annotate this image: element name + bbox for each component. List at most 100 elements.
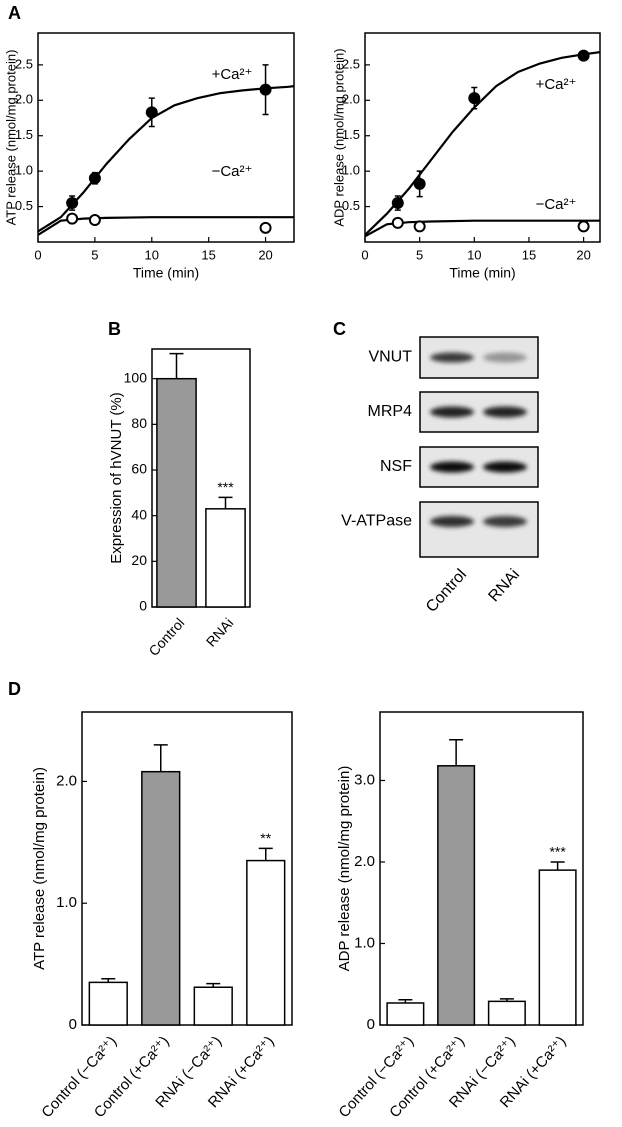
data-point [88, 172, 101, 185]
x-tick-label: 10 [145, 247, 159, 262]
blot-band [430, 516, 474, 527]
blot-row-label: VNUT [368, 349, 412, 366]
blot-row-label: NSF [380, 458, 412, 475]
y-tick-label: 2.0 [342, 92, 360, 107]
y-tick-label: 3.0 [354, 771, 375, 788]
x-axis-label: Time (min) [449, 265, 515, 281]
y-tick-label: 2.5 [342, 56, 360, 71]
panel-letter: C [333, 319, 346, 339]
x-tick-label: 15 [201, 247, 215, 262]
fit-curve [364, 219, 600, 238]
bar [193, 986, 233, 1026]
y-axis-label: ATP release (nmol/mg protein) [3, 50, 18, 226]
x-tick-label: 0 [361, 247, 368, 262]
y-tick-label: 60 [131, 461, 147, 477]
data-point [145, 106, 158, 119]
error-bar [258, 847, 273, 861]
blot-lane-label: RNAi [485, 566, 523, 605]
panel-letter: B [108, 319, 121, 339]
blot-band [483, 461, 527, 473]
error-bar [449, 738, 464, 766]
x-tick-label: 20 [576, 247, 590, 262]
bar [487, 1000, 526, 1026]
series-label: −Ca²⁺ [212, 163, 253, 180]
y-tick-label: 80 [131, 415, 147, 431]
panel-letter: A [8, 3, 21, 23]
y-tick-label: 1.0 [354, 934, 375, 951]
bar [246, 859, 286, 1026]
fit-curve [37, 85, 295, 233]
y-tick-label: 1.5 [15, 127, 33, 142]
error-bar [218, 496, 233, 509]
y-tick-label: 20 [131, 552, 147, 568]
x-tick-label: 0 [34, 247, 41, 262]
bar [205, 508, 246, 608]
data-point [391, 216, 404, 229]
plot-frame [151, 348, 251, 608]
fit-curve [37, 216, 294, 236]
y-tick-label: 2.0 [15, 92, 33, 107]
y-tick-label: 0 [69, 1016, 77, 1033]
bar [386, 1002, 425, 1026]
y-tick-label: 0.5 [342, 198, 360, 213]
error-bar [153, 744, 168, 772]
data-point [66, 212, 79, 225]
data-point [413, 220, 426, 233]
data-point [259, 221, 272, 234]
x-tick-label: 10 [467, 247, 481, 262]
fit-curve [364, 51, 601, 236]
y-axis-label: ADP release (nmol/mg protein) [336, 766, 353, 972]
bar [538, 869, 577, 1026]
bar [156, 377, 197, 608]
error-bar [550, 861, 565, 871]
y-tick-label: 1.0 [56, 894, 77, 911]
bar [88, 981, 128, 1026]
y-tick-label: 1.0 [15, 163, 33, 178]
y-tick-label: 0.5 [15, 198, 33, 213]
x-tick-label: Control [145, 615, 187, 659]
y-tick-label: 0 [139, 598, 147, 614]
series-label: +Ca²⁺ [212, 66, 253, 83]
significance-label: *** [217, 479, 234, 495]
blot-band [430, 406, 474, 418]
data-point [413, 177, 426, 190]
data-point [577, 220, 590, 233]
x-tick-label: 5 [416, 247, 423, 262]
plot-frame [37, 32, 295, 243]
data-point [577, 49, 590, 62]
series-label: +Ca²⁺ [536, 76, 577, 93]
blot-box [419, 501, 539, 558]
series-label: −Ca²⁺ [536, 196, 577, 213]
bar [437, 765, 476, 1026]
y-tick-label: 2.0 [354, 853, 375, 870]
data-point [66, 197, 79, 210]
plot-frame [364, 32, 601, 243]
blot-band [483, 516, 527, 527]
significance-label: *** [549, 844, 566, 860]
blot-band [483, 406, 527, 418]
y-tick-label: 100 [124, 369, 148, 385]
blot-row-label: V-ATPase [341, 513, 412, 530]
y-axis-label: ATP release (nmol/mg protein) [31, 767, 48, 970]
y-tick-label: 2.0 [56, 772, 77, 789]
y-axis-label: Expression of hVNUT (%) [108, 392, 125, 563]
y-tick-label: 2.5 [15, 56, 33, 71]
blot-band [430, 352, 474, 363]
significance-label: ** [260, 830, 271, 846]
x-tick-label: RNAi [203, 615, 237, 650]
plot-frame [81, 711, 293, 1026]
x-axis-label: Time (min) [133, 265, 199, 281]
y-tick-label: 40 [131, 506, 147, 522]
plot-frame [379, 711, 584, 1026]
error-bar [169, 352, 184, 379]
bar [141, 770, 181, 1026]
data-point [259, 83, 272, 96]
y-tick-label: 1.0 [342, 163, 360, 178]
y-tick-label: 1.5 [342, 127, 360, 142]
y-axis-label: ADP release (nmol/mg protein) [331, 48, 346, 226]
blot-row-label: MRP4 [368, 403, 413, 420]
blot-lane-label: Control [423, 566, 470, 616]
blot-band [430, 461, 474, 473]
panel-letter: D [8, 679, 21, 699]
